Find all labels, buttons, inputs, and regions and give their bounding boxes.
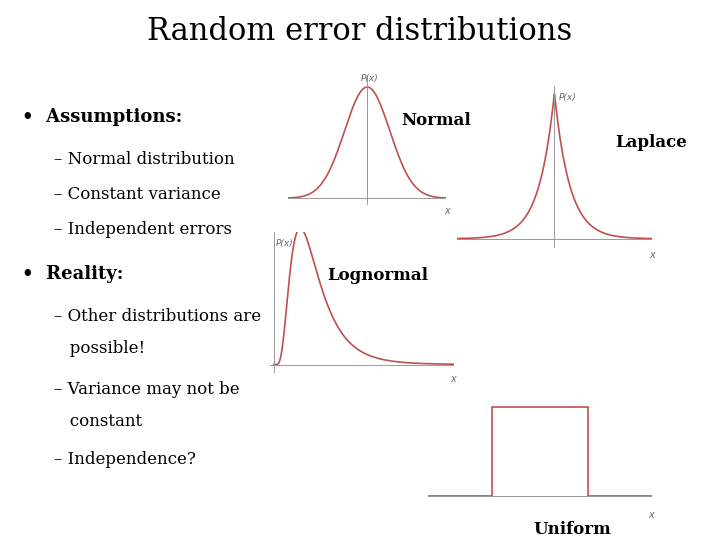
Text: – Variance may not be: – Variance may not be [54,381,240,397]
Text: Normal: Normal [401,112,471,129]
Text: – Other distributions are: – Other distributions are [54,308,261,325]
Text: P(x): P(x) [361,73,378,83]
Text: Laplace: Laplace [616,134,688,151]
Text: x: x [649,250,654,260]
Text: constant: constant [54,413,142,430]
Text: x: x [649,510,654,519]
Text: x: x [444,206,450,216]
Text: x: x [450,374,456,384]
Text: Lognormal: Lognormal [328,267,428,284]
Text: – Independence?: – Independence? [54,451,196,468]
Text: possible!: possible! [54,340,145,357]
Text: •  Assumptions:: • Assumptions: [22,108,182,126]
Text: – Constant variance: – Constant variance [54,186,221,203]
Text: – Independent errors: – Independent errors [54,221,232,238]
Text: P(x): P(x) [559,93,576,102]
Text: Random error distributions: Random error distributions [148,16,572,47]
Text: Uniform: Uniform [533,522,611,538]
Text: P(x): P(x) [276,239,293,248]
Text: – Normal distribution: – Normal distribution [54,151,235,168]
Text: •  Reality:: • Reality: [22,265,123,282]
